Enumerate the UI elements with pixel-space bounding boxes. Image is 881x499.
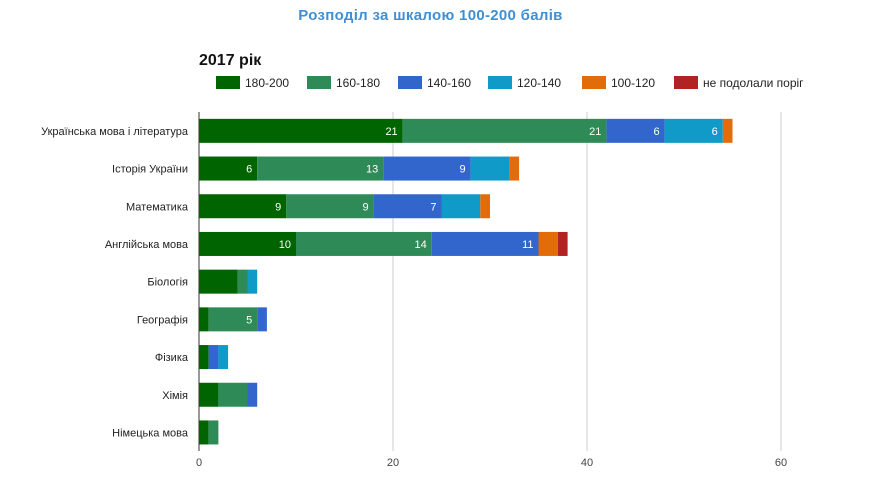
- bar-segment: [199, 269, 238, 294]
- data-label: 21: [589, 126, 601, 138]
- bar-segment: [208, 307, 258, 332]
- x-tick-label: 0: [196, 457, 202, 469]
- bar-segment: [470, 156, 510, 181]
- data-label: 11: [522, 239, 533, 251]
- category-label: Українська мова і література: [41, 126, 189, 138]
- category-label: Англійська мова: [105, 239, 189, 251]
- category-label: Хімія: [162, 390, 188, 402]
- data-label: 9: [275, 201, 281, 213]
- data-label: 5: [246, 314, 252, 326]
- data-label: 9: [459, 164, 465, 176]
- bar-segment: [373, 194, 442, 219]
- bar-segment: [606, 118, 665, 143]
- category-label: Німецька мова: [112, 427, 189, 439]
- category-label: Географія: [137, 314, 188, 326]
- bar-segment: [431, 231, 539, 256]
- chart-title: 2017 рік: [199, 52, 262, 69]
- legend-swatch: [582, 76, 606, 89]
- bar-segment: [208, 420, 219, 445]
- legend-swatch: [488, 76, 512, 89]
- legend-label: 160-180: [336, 76, 381, 90]
- bar-segment: [237, 269, 248, 294]
- bar-segment: [247, 382, 258, 407]
- bar-segment: [402, 118, 607, 143]
- bar-segment: [509, 156, 520, 181]
- category-label: Біологія: [147, 277, 188, 289]
- bar-segment: [199, 382, 219, 407]
- bar-segment: [480, 194, 490, 219]
- bar-segment: [199, 345, 209, 370]
- data-label: 13: [366, 164, 378, 176]
- bar-segment: [441, 194, 481, 219]
- data-label: 14: [415, 239, 427, 251]
- bar-segment: [286, 194, 374, 219]
- legend-label: 140-160: [427, 76, 472, 90]
- page-title: Розподіл за шкалою 100-200 балів: [298, 7, 563, 24]
- legend-swatch: [216, 76, 240, 89]
- bar-segment: [199, 194, 287, 219]
- bar-segment: [199, 420, 209, 445]
- bar-segment: [218, 345, 229, 370]
- legend-label: 120-140: [517, 76, 562, 90]
- bar-segment: [208, 345, 219, 370]
- bar-segment: [199, 156, 258, 181]
- category-label: Історія України: [112, 164, 188, 176]
- data-label: 21: [385, 126, 397, 138]
- data-label: 7: [430, 201, 436, 213]
- data-label: 9: [362, 201, 368, 213]
- data-label: 6: [246, 164, 252, 176]
- legend-swatch: [398, 76, 422, 89]
- bar-segment: [538, 231, 558, 256]
- bar-segment: [199, 231, 296, 256]
- data-label: 6: [653, 126, 659, 138]
- legend-label: 180-200: [245, 76, 290, 90]
- x-tick-label: 40: [581, 457, 593, 469]
- data-label: 6: [712, 126, 718, 138]
- bar-segment: [199, 307, 209, 332]
- bar-segment: [247, 269, 258, 294]
- data-label: 10: [279, 239, 291, 251]
- x-tick-label: 20: [387, 457, 399, 469]
- bar-segment: [296, 231, 432, 256]
- legend-swatch: [674, 76, 698, 89]
- bar-segment: [199, 118, 403, 143]
- legend-label: не подолали поріг: [703, 76, 804, 90]
- bar-segment: [218, 382, 248, 407]
- bar-segment: [257, 156, 384, 181]
- legend-label: 100-120: [611, 76, 656, 90]
- bar-segment: [557, 231, 568, 256]
- bar-segment: [383, 156, 471, 181]
- category-label: Фізика: [155, 352, 189, 364]
- category-label: Математика: [126, 201, 189, 213]
- bar-segment: [257, 307, 267, 332]
- bar-segment: [722, 118, 733, 143]
- legend-swatch: [307, 76, 331, 89]
- bar-segment: [664, 118, 723, 143]
- x-tick-label: 60: [775, 457, 787, 469]
